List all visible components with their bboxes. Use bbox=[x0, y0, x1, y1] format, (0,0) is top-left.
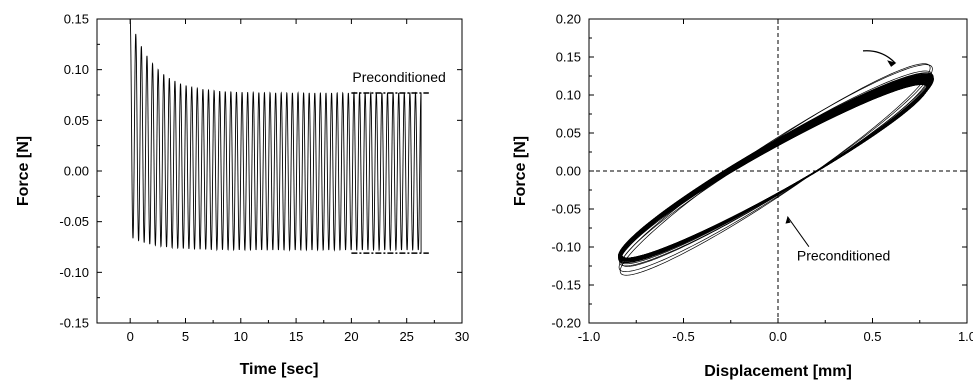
x-tick-label: -0.5 bbox=[672, 329, 694, 344]
hysteresis-loop bbox=[618, 72, 934, 264]
x-tick-label: 5 bbox=[182, 329, 189, 344]
y-tick-label: 0.10 bbox=[556, 88, 581, 103]
y-axis-title: Force [N] bbox=[512, 136, 529, 206]
y-tick-label: 0.15 bbox=[556, 50, 581, 65]
hysteresis-loop bbox=[619, 77, 932, 261]
hysteresis-loop bbox=[618, 75, 934, 261]
annotations: Preconditioned bbox=[785, 216, 890, 264]
displacement-force-chart: -1.0 -0.5 0.0 0.5 1.0 -0.20 -0.15 -0.10 -0.05 0.0… bbox=[512, 12, 973, 381]
y-tick-label: -0.10 bbox=[59, 265, 89, 280]
hysteresis-loop bbox=[619, 73, 932, 265]
hysteresis-loop bbox=[619, 80, 930, 260]
hysteresis-loop bbox=[619, 79, 931, 260]
hysteresis-loop bbox=[618, 75, 933, 261]
x-tick-label: 0.0 bbox=[769, 329, 787, 344]
hysteresis-loop bbox=[619, 77, 932, 261]
hysteresis-loop bbox=[618, 74, 934, 261]
hysteresis-loop bbox=[620, 81, 930, 260]
y-tick-label: 0.10 bbox=[64, 62, 89, 77]
preconditioned-arrowhead bbox=[785, 216, 791, 224]
y-tick-label: 0.05 bbox=[64, 113, 89, 128]
y-tick-label: -0.05 bbox=[59, 214, 89, 229]
x-tick-label: 0 bbox=[127, 329, 134, 344]
hysteresis-loop bbox=[618, 74, 934, 261]
hysteresis-loop bbox=[618, 70, 933, 267]
hysteresis-loop bbox=[618, 73, 934, 262]
ticks: 0 5 10 15 20 25 30 -0.15 -0.10 -0.05 0.00 0.05 0.10 0… bbox=[59, 12, 469, 345]
x-axis-title: Displacement [mm] bbox=[704, 363, 852, 380]
loading-direction-arrowhead bbox=[887, 60, 897, 67]
preconditioned-label: Preconditioned bbox=[352, 69, 445, 85]
y-tick-label: -0.20 bbox=[551, 316, 581, 331]
preconditioned-arrow bbox=[787, 216, 810, 247]
hysteresis-loop bbox=[620, 81, 930, 260]
hysteresis-loop bbox=[618, 64, 933, 272]
y-tick-label: 0.05 bbox=[556, 126, 581, 141]
hysteresis-loop bbox=[620, 79, 930, 261]
hysteresis-loop bbox=[619, 79, 931, 260]
hysteresis-loop bbox=[618, 76, 933, 261]
data-series bbox=[618, 50, 934, 276]
hysteresis-loop bbox=[620, 79, 930, 262]
hysteresis-loop bbox=[618, 76, 933, 261]
hysteresis-loop bbox=[618, 74, 934, 261]
y-tick-label: -0.15 bbox=[59, 316, 89, 331]
y-tick-label: 0.00 bbox=[556, 164, 581, 179]
force-series-line bbox=[129, 18, 422, 252]
hysteresis-loop bbox=[618, 75, 933, 261]
x-tick-label: 15 bbox=[289, 329, 303, 344]
y-tick-label: 0.15 bbox=[64, 12, 89, 27]
y-tick-label: -0.05 bbox=[551, 202, 581, 217]
ticks: -1.0 -0.5 0.0 0.5 1.0 -0.20 -0.15 -0.10 -0.05 0.0… bbox=[551, 12, 973, 345]
hysteresis-loop bbox=[618, 75, 934, 261]
hysteresis-loop bbox=[619, 80, 930, 260]
x-tick-label: 1.0 bbox=[958, 329, 973, 344]
y-tick-label: 0.00 bbox=[64, 164, 89, 179]
x-tick-label: 20 bbox=[344, 329, 358, 344]
hysteresis-loop bbox=[618, 74, 934, 261]
x-tick-label: 30 bbox=[455, 329, 469, 344]
zero-reference-lines bbox=[589, 19, 967, 323]
x-tick-label: -1.0 bbox=[578, 329, 600, 344]
data-series bbox=[129, 18, 422, 254]
x-axis-title: Time [sec] bbox=[240, 361, 319, 378]
x-tick-label: 0.5 bbox=[863, 329, 881, 344]
x-tick-label: 25 bbox=[399, 329, 413, 344]
preconditioned-label: Preconditioned bbox=[797, 248, 890, 264]
annotations: Preconditioned bbox=[351, 69, 446, 254]
y-tick-label: -0.15 bbox=[551, 278, 581, 293]
hysteresis-loop bbox=[618, 74, 934, 261]
hysteresis-loop bbox=[619, 78, 931, 261]
hysteresis-loop bbox=[619, 77, 932, 261]
loading-direction-arrow bbox=[862, 50, 896, 64]
y-tick-label: -0.10 bbox=[551, 240, 581, 255]
time-force-chart: 0 5 10 15 20 25 30 -0.15 -0.10 -0.05 0.00 0.05 0.10 0… bbox=[15, 12, 469, 379]
hysteresis-loop bbox=[619, 63, 931, 276]
y-axis-title: Force [N] bbox=[15, 136, 32, 206]
y-tick-label: 0.20 bbox=[556, 12, 581, 27]
x-tick-label: 10 bbox=[234, 329, 248, 344]
